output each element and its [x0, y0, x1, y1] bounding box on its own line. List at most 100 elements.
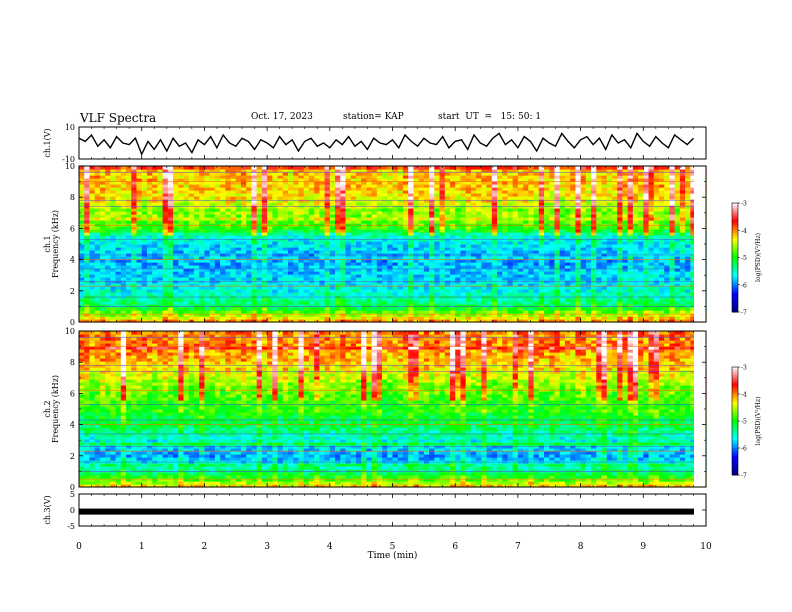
spectrogram-cell	[79, 277, 85, 281]
spectrogram-cell	[157, 289, 164, 293]
spectrogram-cell	[528, 298, 535, 302]
spectrogram-cell	[162, 271, 169, 275]
spectrogram-cell	[382, 286, 388, 290]
spectrogram-cell	[685, 277, 691, 281]
spectrogram-cell	[267, 289, 273, 293]
spectrogram-cell	[679, 316, 686, 320]
spectrogram-cell	[84, 286, 91, 290]
spectrogram-cell	[601, 304, 608, 308]
spectrogram-cell	[376, 271, 383, 275]
spectrogram-cell	[533, 304, 540, 308]
spectrogram-cell	[209, 319, 216, 323]
spectrogram-cell	[632, 274, 639, 278]
spectrogram-cell	[183, 268, 190, 272]
spectrogram-cell	[664, 310, 671, 314]
spectrogram-cell	[235, 292, 242, 296]
spectrogram-cell	[674, 277, 681, 281]
spectrogram-cell	[110, 319, 117, 323]
spectrogram-cell	[105, 280, 111, 284]
spectrogram-cell	[162, 313, 169, 317]
spectrogram-cell	[146, 292, 153, 296]
spectrogram-cell	[423, 307, 430, 311]
spectrogram-cell	[423, 286, 430, 290]
spectrogram-cell	[669, 316, 676, 320]
spectrogram-cell	[105, 271, 111, 275]
spectrogram-cell	[89, 310, 96, 314]
spectrogram-cell	[611, 271, 618, 275]
spectrogram-cell	[99, 268, 106, 272]
spectrogram-cell	[256, 319, 263, 323]
spectrogram-cell	[564, 298, 571, 302]
spectrogram-cell	[235, 316, 242, 320]
spectrogram-cell	[277, 304, 284, 308]
spectrogram-cell	[392, 304, 399, 308]
spectrogram-cell	[512, 292, 519, 296]
spectrogram-cell	[392, 316, 399, 320]
spectrogram-cell	[444, 280, 451, 284]
spectrogram-cell	[214, 277, 221, 281]
spectrogram-cell	[293, 280, 300, 284]
spectrogram-cell	[131, 310, 138, 314]
spectrogram-cell	[460, 286, 467, 290]
spectrogram-cell	[214, 292, 221, 296]
spectrogram-cell	[209, 286, 216, 290]
spectrogram-cell	[282, 274, 289, 278]
spectrogram-cell	[178, 286, 185, 290]
spectrogram-cell	[455, 316, 462, 320]
spectrogram-cell	[350, 277, 357, 281]
spectrogram-cell	[486, 277, 493, 281]
spectrogram-cell	[94, 304, 101, 308]
spectrogram-cell	[575, 274, 582, 278]
spectrogram-cell	[183, 310, 190, 314]
spectrogram-cell	[679, 310, 686, 314]
spectrogram-cell	[491, 304, 498, 308]
spectrogram-cell	[491, 301, 498, 305]
spectrogram-cell	[173, 265, 179, 269]
spectrogram-cell	[591, 292, 597, 296]
spectrogram-cell	[141, 283, 148, 287]
spectrogram-cell	[193, 313, 200, 317]
spectrogram-cell	[669, 292, 676, 296]
spectrogram-cell	[601, 271, 608, 275]
spectrogram-cell	[220, 307, 226, 311]
spectrogram-cell	[340, 271, 347, 275]
spectrogram-cell	[261, 268, 268, 272]
spectrogram-cell	[84, 289, 91, 293]
spectrogram-cell	[303, 274, 310, 278]
spectrogram-cell	[392, 286, 399, 290]
spectrogram-cell	[350, 286, 357, 290]
spectrogram-cell	[585, 313, 592, 317]
spectrogram-cell	[559, 310, 566, 314]
spectrogram-cell	[632, 313, 639, 317]
spectrogram-cell	[679, 292, 686, 296]
spectrogram-cell	[596, 289, 603, 293]
spectrogram-cell	[84, 283, 91, 287]
spectrogram-cell	[204, 274, 211, 278]
spectrogram-cell	[502, 289, 509, 293]
spectrogram-cell	[366, 310, 373, 314]
spectrogram-cell	[591, 286, 597, 290]
spectrogram-cell	[277, 268, 284, 272]
spectrogram-cell	[293, 289, 300, 293]
spectrogram-cell	[131, 292, 138, 296]
spectrogram-cell	[335, 289, 341, 293]
spectrogram-cell	[497, 316, 503, 320]
spectrogram-cell	[674, 268, 681, 272]
spectrogram-cell	[376, 283, 383, 287]
spectrogram-cell	[345, 292, 352, 296]
spectrogram-cell	[497, 304, 503, 308]
spectrogram-cell	[146, 271, 153, 275]
spectrogram-cell	[392, 268, 399, 272]
spectrogram-cell	[261, 307, 268, 311]
spectrogram-cell	[455, 319, 462, 323]
spectrogram-cell	[335, 310, 341, 314]
spectrogram-cell	[596, 316, 603, 320]
spectrogram-cell	[110, 310, 117, 314]
spectrogram-cell	[632, 319, 639, 323]
spectrogram-cell	[272, 307, 279, 311]
spectrogram-cell	[115, 271, 122, 275]
spectrogram-cell	[89, 268, 96, 272]
spectrogram-cell	[413, 274, 420, 278]
spectrogram-cell	[376, 301, 383, 305]
spectrogram-cell	[308, 286, 315, 290]
